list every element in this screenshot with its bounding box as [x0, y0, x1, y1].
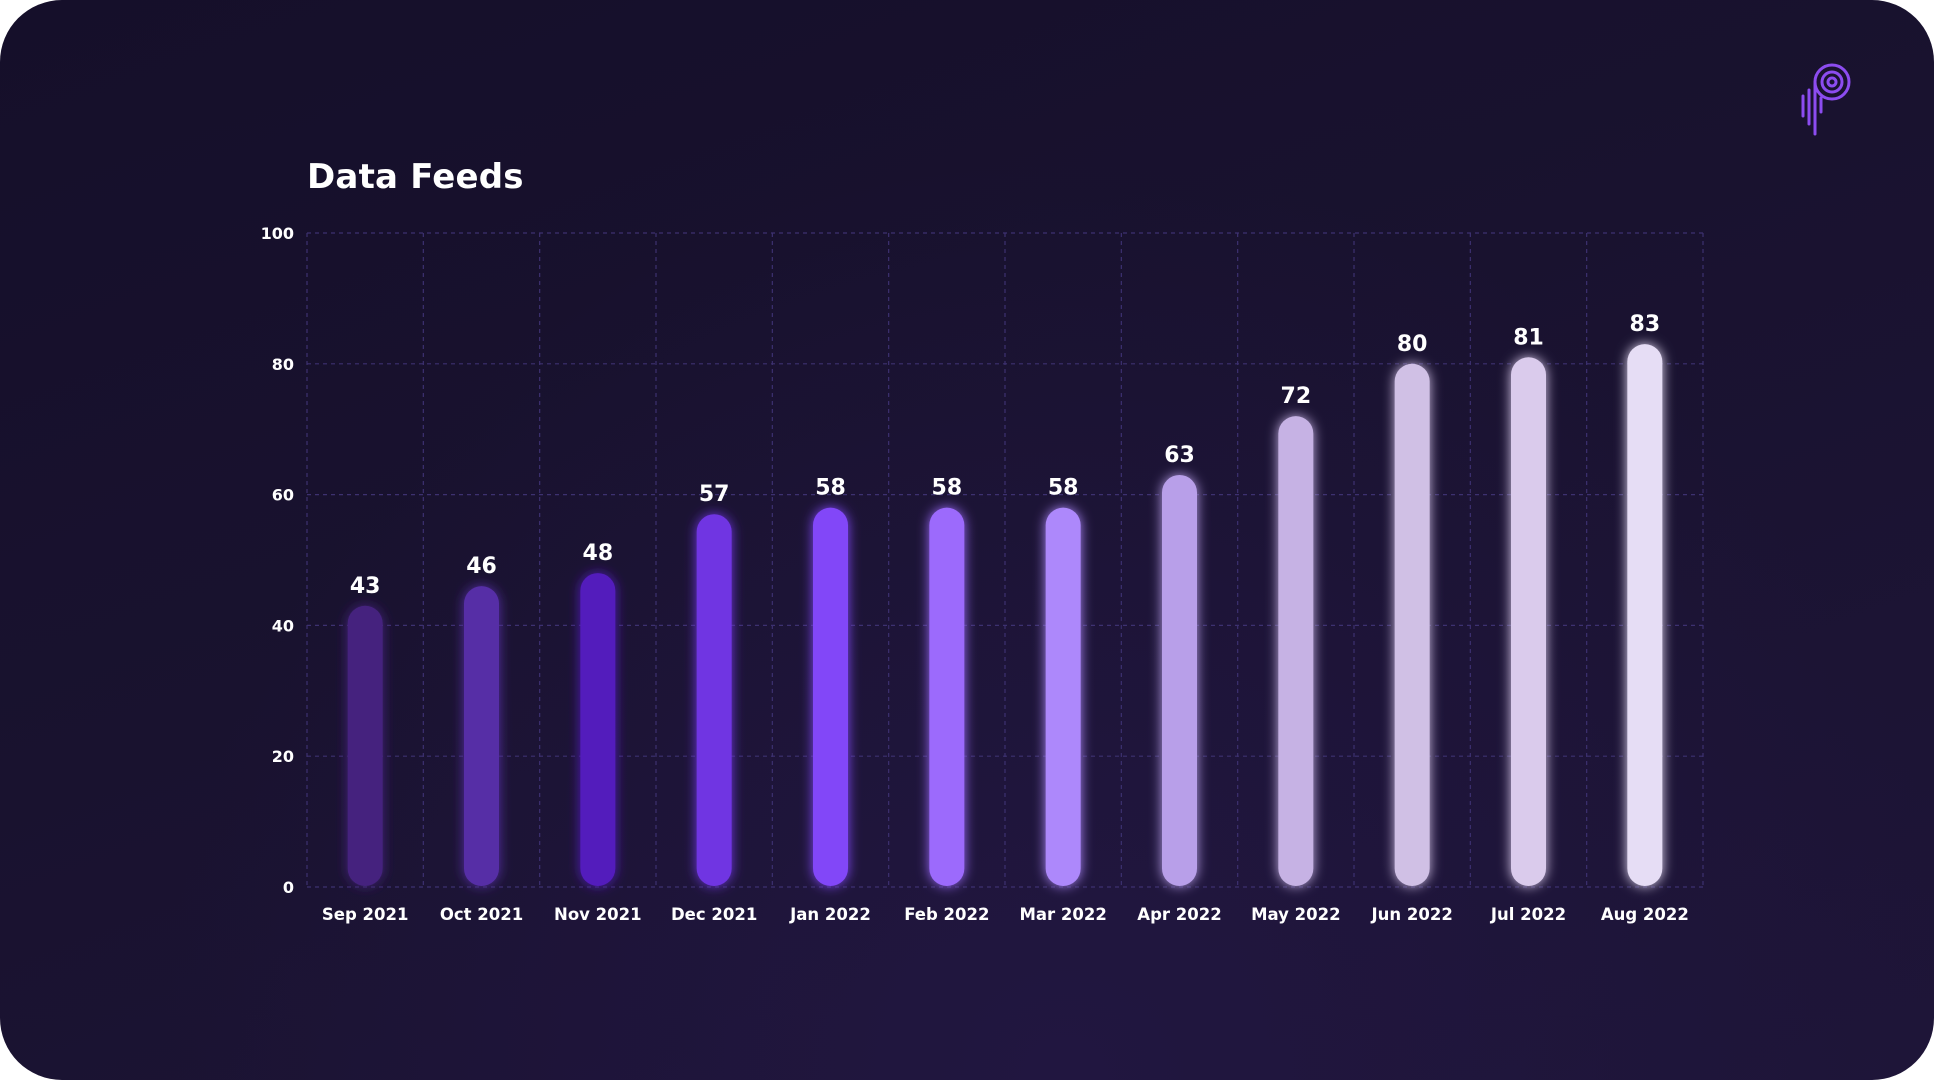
x-axis: Sep 2021 Oct 2021 Nov 2021 Dec 2021 Jan 2022…	[322, 905, 1689, 924]
x-tick-label: Jun 2022	[1371, 905, 1453, 924]
bar	[1627, 344, 1663, 886]
bar-value-label: 43	[350, 574, 381, 599]
bar	[929, 507, 965, 886]
x-tick-label: Oct 2021	[440, 905, 523, 924]
bar	[1278, 416, 1314, 886]
bar-value-label: 58	[815, 476, 846, 501]
bar-value-label: 58	[932, 476, 963, 501]
y-tick-label: 60	[272, 486, 294, 505]
x-tick-label: Dec 2021	[671, 905, 757, 924]
y-axis: 0 20 40 60 80 100	[261, 224, 294, 897]
x-tick-label: Jan 2022	[789, 905, 871, 924]
x-tick-label: May 2022	[1251, 905, 1340, 924]
y-tick-label: 80	[272, 355, 294, 374]
bar	[1394, 363, 1430, 886]
bar-value-label: 72	[1281, 384, 1312, 409]
bar	[1162, 474, 1197, 886]
x-tick-label: Nov 2021	[554, 905, 642, 924]
grid	[306, 232, 1704, 888]
y-tick-label: 100	[261, 224, 294, 243]
bar-value-label: 48	[583, 541, 614, 566]
bar	[696, 514, 732, 886]
bar	[1045, 507, 1081, 886]
y-tick-label: 40	[272, 616, 294, 635]
bar-value-label: 58	[1048, 476, 1079, 501]
x-tick-label: Sep 2021	[322, 905, 409, 924]
x-tick-label: Mar 2022	[1019, 905, 1106, 924]
bar-value-label: 57	[699, 482, 730, 507]
bar-value-label: 81	[1513, 325, 1544, 350]
y-tick-label: 0	[283, 878, 294, 897]
bar-value-label: 80	[1397, 332, 1428, 357]
bar	[347, 605, 383, 886]
x-tick-label: Apr 2022	[1137, 905, 1221, 924]
bar-value-label: 46	[466, 554, 497, 579]
bar	[1511, 357, 1546, 886]
bar-value-label: 63	[1164, 443, 1195, 468]
chart-title: Data Feeds	[307, 157, 524, 197]
bar	[813, 507, 848, 886]
x-tick-label: Aug 2022	[1601, 905, 1689, 924]
x-tick-label: Feb 2022	[904, 905, 989, 924]
bar	[464, 586, 499, 886]
p-logo-icon	[1801, 63, 1851, 136]
value-labels: 43 46 48 57 58 58 58 63 72 80 81 83	[350, 312, 1660, 599]
x-tick-label: Jul 2022	[1490, 905, 1566, 924]
bar-value-label: 83	[1630, 312, 1661, 337]
bars	[347, 344, 1663, 886]
bar	[580, 573, 616, 886]
y-tick-label: 20	[272, 747, 294, 766]
